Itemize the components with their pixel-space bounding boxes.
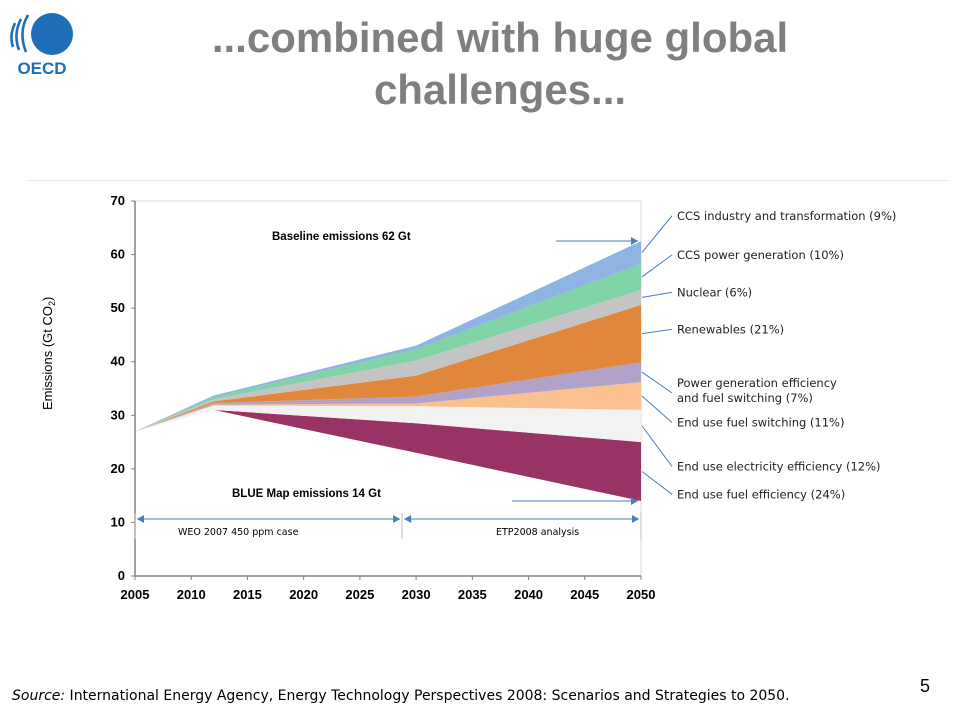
baseline-annotation: Baseline emissions 62 Gt [272, 231, 411, 243]
y-tick-label: 40 [111, 354, 125, 369]
wedge-label-line: CCS industry and transformation (9%) [677, 209, 896, 223]
y-tick-label: 30 [111, 407, 125, 422]
y-tick-label: 50 [111, 300, 125, 315]
wedge-area-6 [135, 263, 641, 432]
wedge-area-4 [135, 304, 641, 432]
slide-title-line-1: ...combined with huge global [211, 14, 789, 61]
wedge-label-line: and fuel switching (7%) [677, 391, 813, 405]
x-tick-label: 2015 [233, 587, 262, 602]
x-tick-label: 2040 [514, 587, 543, 602]
wedge-leader-line [641, 395, 673, 423]
wedge-label: CCS industry and transformation (9%) [677, 209, 896, 223]
oecd-logo-text: OECD [17, 59, 66, 76]
wedge-label-line: End use fuel efficiency (24%) [677, 487, 845, 501]
x-tick-label: 2045 [570, 587, 599, 602]
wedge-label: End use electricity efficiency (12%) [677, 459, 881, 473]
wedge-label: End use fuel efficiency (24%) [677, 487, 845, 501]
wedge-area-0 [135, 409, 641, 501]
y-tick-label: 10 [111, 514, 125, 529]
x-tick-label: 2025 [345, 587, 374, 602]
y-tick-label: 0 [118, 568, 125, 583]
baseline-arrow-head [631, 237, 638, 245]
wedge-leader-line [641, 254, 673, 278]
y-tick-label: 20 [111, 461, 125, 476]
wedge-label-line: Power generation efficiency [677, 376, 837, 390]
wedge-leader-line [641, 471, 673, 495]
y-tick-label: 60 [111, 247, 125, 262]
blue-map-arrow-head [631, 497, 638, 505]
wedge-leader-line [641, 215, 673, 253]
source-label: Source: [12, 688, 66, 704]
wedge-callouts: End use fuel efficiency (24%) End use ele… [641, 209, 896, 501]
y-tick-label: 70 [111, 193, 125, 208]
wedge-label-line: Nuclear (6%) [677, 285, 752, 299]
wedge-area-7 [135, 241, 641, 432]
x-tick-label: 2020 [289, 587, 318, 602]
etp-period-arrow-head-left [404, 515, 412, 523]
slide-title: ...combined with huge global challenges.… [150, 12, 850, 116]
wedge-label-line: CCS power generation (10%) [677, 248, 844, 262]
slide-title-line-2: challenges... [373, 66, 627, 113]
wedge-leader-line [641, 328, 673, 335]
blue-map-annotation: BLUE Map emissions 14 Gt [232, 488, 381, 500]
x-tick-label: 2005 [121, 587, 150, 602]
wedge-leader-line [641, 371, 673, 394]
source-text: International Energy Agency, Energy Tech… [65, 688, 790, 704]
wedge-area-1 [135, 405, 641, 443]
wedge-area-2 [135, 382, 641, 432]
y-axis-label-subscript: 2 [47, 301, 57, 306]
source-note: Source: International Energy Agency, Ene… [12, 688, 790, 704]
etp-period-arrow-head-right [632, 515, 639, 523]
x-tick-label: 2010 [177, 587, 206, 602]
wedge-label: Power generation efficiency and fuel swit… [677, 376, 837, 405]
x-tick-label: 2030 [402, 587, 431, 602]
wedge-label: End use fuel switching (11%) [677, 416, 844, 430]
wedge-label: CCS power generation (10%) [677, 248, 844, 262]
y-axis-label-end: ) [40, 297, 55, 301]
y-axis-label: Emissions (Gt CO2) [40, 297, 57, 410]
weo-case-annotation: WEO 2007 450 ppm case [178, 527, 299, 538]
period-arrows [134, 237, 642, 539]
x-tick-label: 2050 [627, 587, 656, 602]
oecd-logo: OECD [8, 10, 76, 78]
etp-analysis-annotation: ETP2008 analysis [496, 527, 579, 538]
wedge-label: Renewables (21%) [677, 322, 784, 336]
wedge-label-line: End use fuel switching (11%) [677, 416, 844, 430]
wedge-areas [135, 241, 641, 501]
wedge-label-line: End use electricity efficiency (12%) [677, 459, 881, 473]
title-divider [28, 180, 948, 181]
x-tick-label: 2035 [458, 587, 487, 602]
wedge-leader-line [641, 425, 673, 467]
wedge-label-line: Renewables (21%) [677, 322, 784, 336]
page-number: 5 [920, 676, 931, 696]
wedge-leader-line [641, 291, 673, 298]
weo-period-arrow-head-right [393, 515, 401, 523]
y-axis-label-main: Emissions (Gt CO [40, 306, 55, 410]
wedge-label: Nuclear (6%) [677, 285, 752, 299]
weo-period-arrow-head-left [137, 515, 144, 523]
